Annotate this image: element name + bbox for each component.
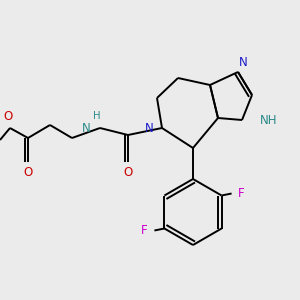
Text: N: N (82, 122, 91, 134)
Text: O: O (23, 167, 33, 179)
Text: NH: NH (260, 113, 278, 127)
Text: F: F (238, 187, 245, 200)
Text: F: F (141, 224, 148, 237)
Text: O: O (3, 110, 13, 124)
Text: N: N (238, 56, 247, 68)
Text: H: H (93, 111, 101, 121)
Text: N: N (145, 122, 154, 134)
Text: O: O (123, 167, 133, 179)
